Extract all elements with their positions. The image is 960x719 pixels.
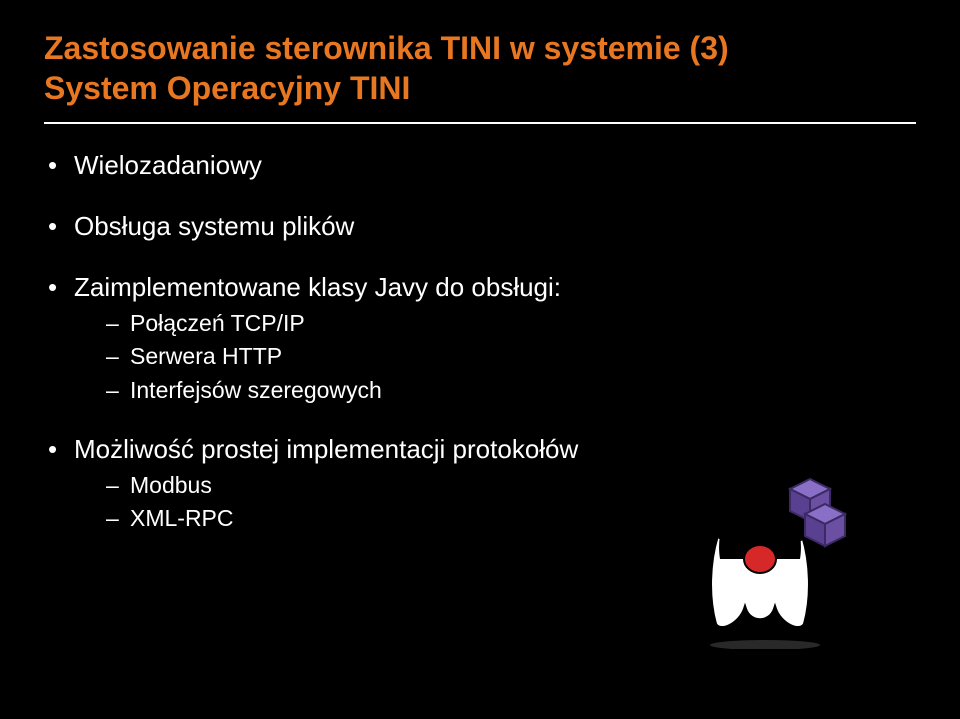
title-block: Zastosowanie sterownika TINI w systemie … xyxy=(44,28,916,108)
sub-bullet-text: Połączeń TCP/IP xyxy=(130,310,305,336)
bullet-text: Możliwość prostej implementacji protokoł… xyxy=(74,434,578,464)
sub-list: Połączeń TCP/IP Serwera HTTP Interfejsów… xyxy=(104,310,916,405)
list-item: Wielozadaniowy xyxy=(44,150,916,181)
title-line-2: System Operacyjny TINI xyxy=(44,68,916,108)
sub-bullet-text: Modbus xyxy=(130,472,212,498)
sub-bullet-text: Interfejsów szeregowych xyxy=(130,377,382,403)
bullet-text: Wielozadaniowy xyxy=(74,150,262,180)
bullet-text: Obsługa systemu plików xyxy=(74,211,354,241)
list-item: Obsługa systemu plików xyxy=(44,211,916,242)
list-item: Interfejsów szeregowych xyxy=(104,377,916,405)
bullet-text: Zaimplementowane klasy Javy do obsługi: xyxy=(74,272,561,302)
sub-bullet-text: XML-RPC xyxy=(130,505,234,531)
list-item: Serwera HTTP xyxy=(104,343,916,371)
title-divider xyxy=(44,122,916,124)
list-item: Połączeń TCP/IP xyxy=(104,310,916,338)
java-duke-mascot-icon xyxy=(660,449,860,649)
slide: Zastosowanie sterownika TINI w systemie … xyxy=(0,0,960,719)
sub-bullet-text: Serwera HTTP xyxy=(130,343,282,369)
list-item: Zaimplementowane klasy Javy do obsługi: … xyxy=(44,272,916,404)
title-line-1: Zastosowanie sterownika TINI w systemie … xyxy=(44,28,916,68)
